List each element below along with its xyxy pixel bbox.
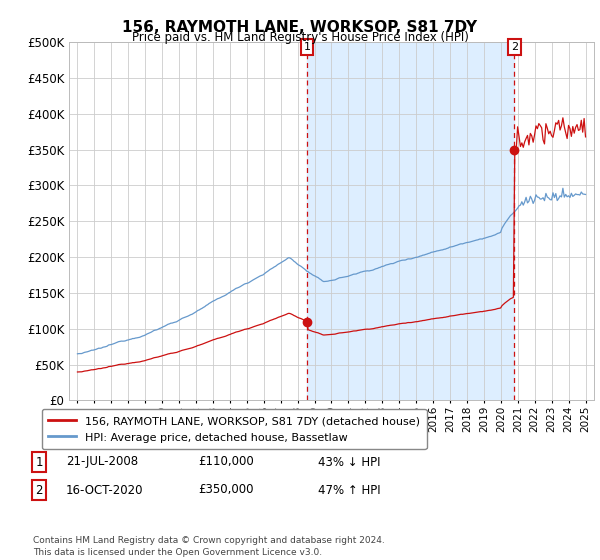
Text: 47% ↑ HPI: 47% ↑ HPI bbox=[318, 483, 380, 497]
Text: 43% ↓ HPI: 43% ↓ HPI bbox=[318, 455, 380, 469]
Bar bbox=[307, 42, 514, 400]
Text: Price paid vs. HM Land Registry's House Price Index (HPI): Price paid vs. HM Land Registry's House … bbox=[131, 31, 469, 44]
Text: £110,000: £110,000 bbox=[198, 455, 254, 469]
Text: 2: 2 bbox=[511, 42, 518, 52]
Text: Contains HM Land Registry data © Crown copyright and database right 2024.
This d: Contains HM Land Registry data © Crown c… bbox=[33, 536, 385, 557]
Text: 21-JUL-2008: 21-JUL-2008 bbox=[66, 455, 138, 469]
Text: 16-OCT-2020: 16-OCT-2020 bbox=[66, 483, 143, 497]
Text: 2: 2 bbox=[35, 483, 43, 497]
Text: 156, RAYMOTH LANE, WORKSOP, S81 7DY: 156, RAYMOTH LANE, WORKSOP, S81 7DY bbox=[122, 20, 478, 35]
Legend: 156, RAYMOTH LANE, WORKSOP, S81 7DY (detached house), HPI: Average price, detach: 156, RAYMOTH LANE, WORKSOP, S81 7DY (det… bbox=[41, 409, 427, 449]
Text: 1: 1 bbox=[35, 455, 43, 469]
Text: 1: 1 bbox=[304, 42, 310, 52]
Text: £350,000: £350,000 bbox=[198, 483, 254, 497]
